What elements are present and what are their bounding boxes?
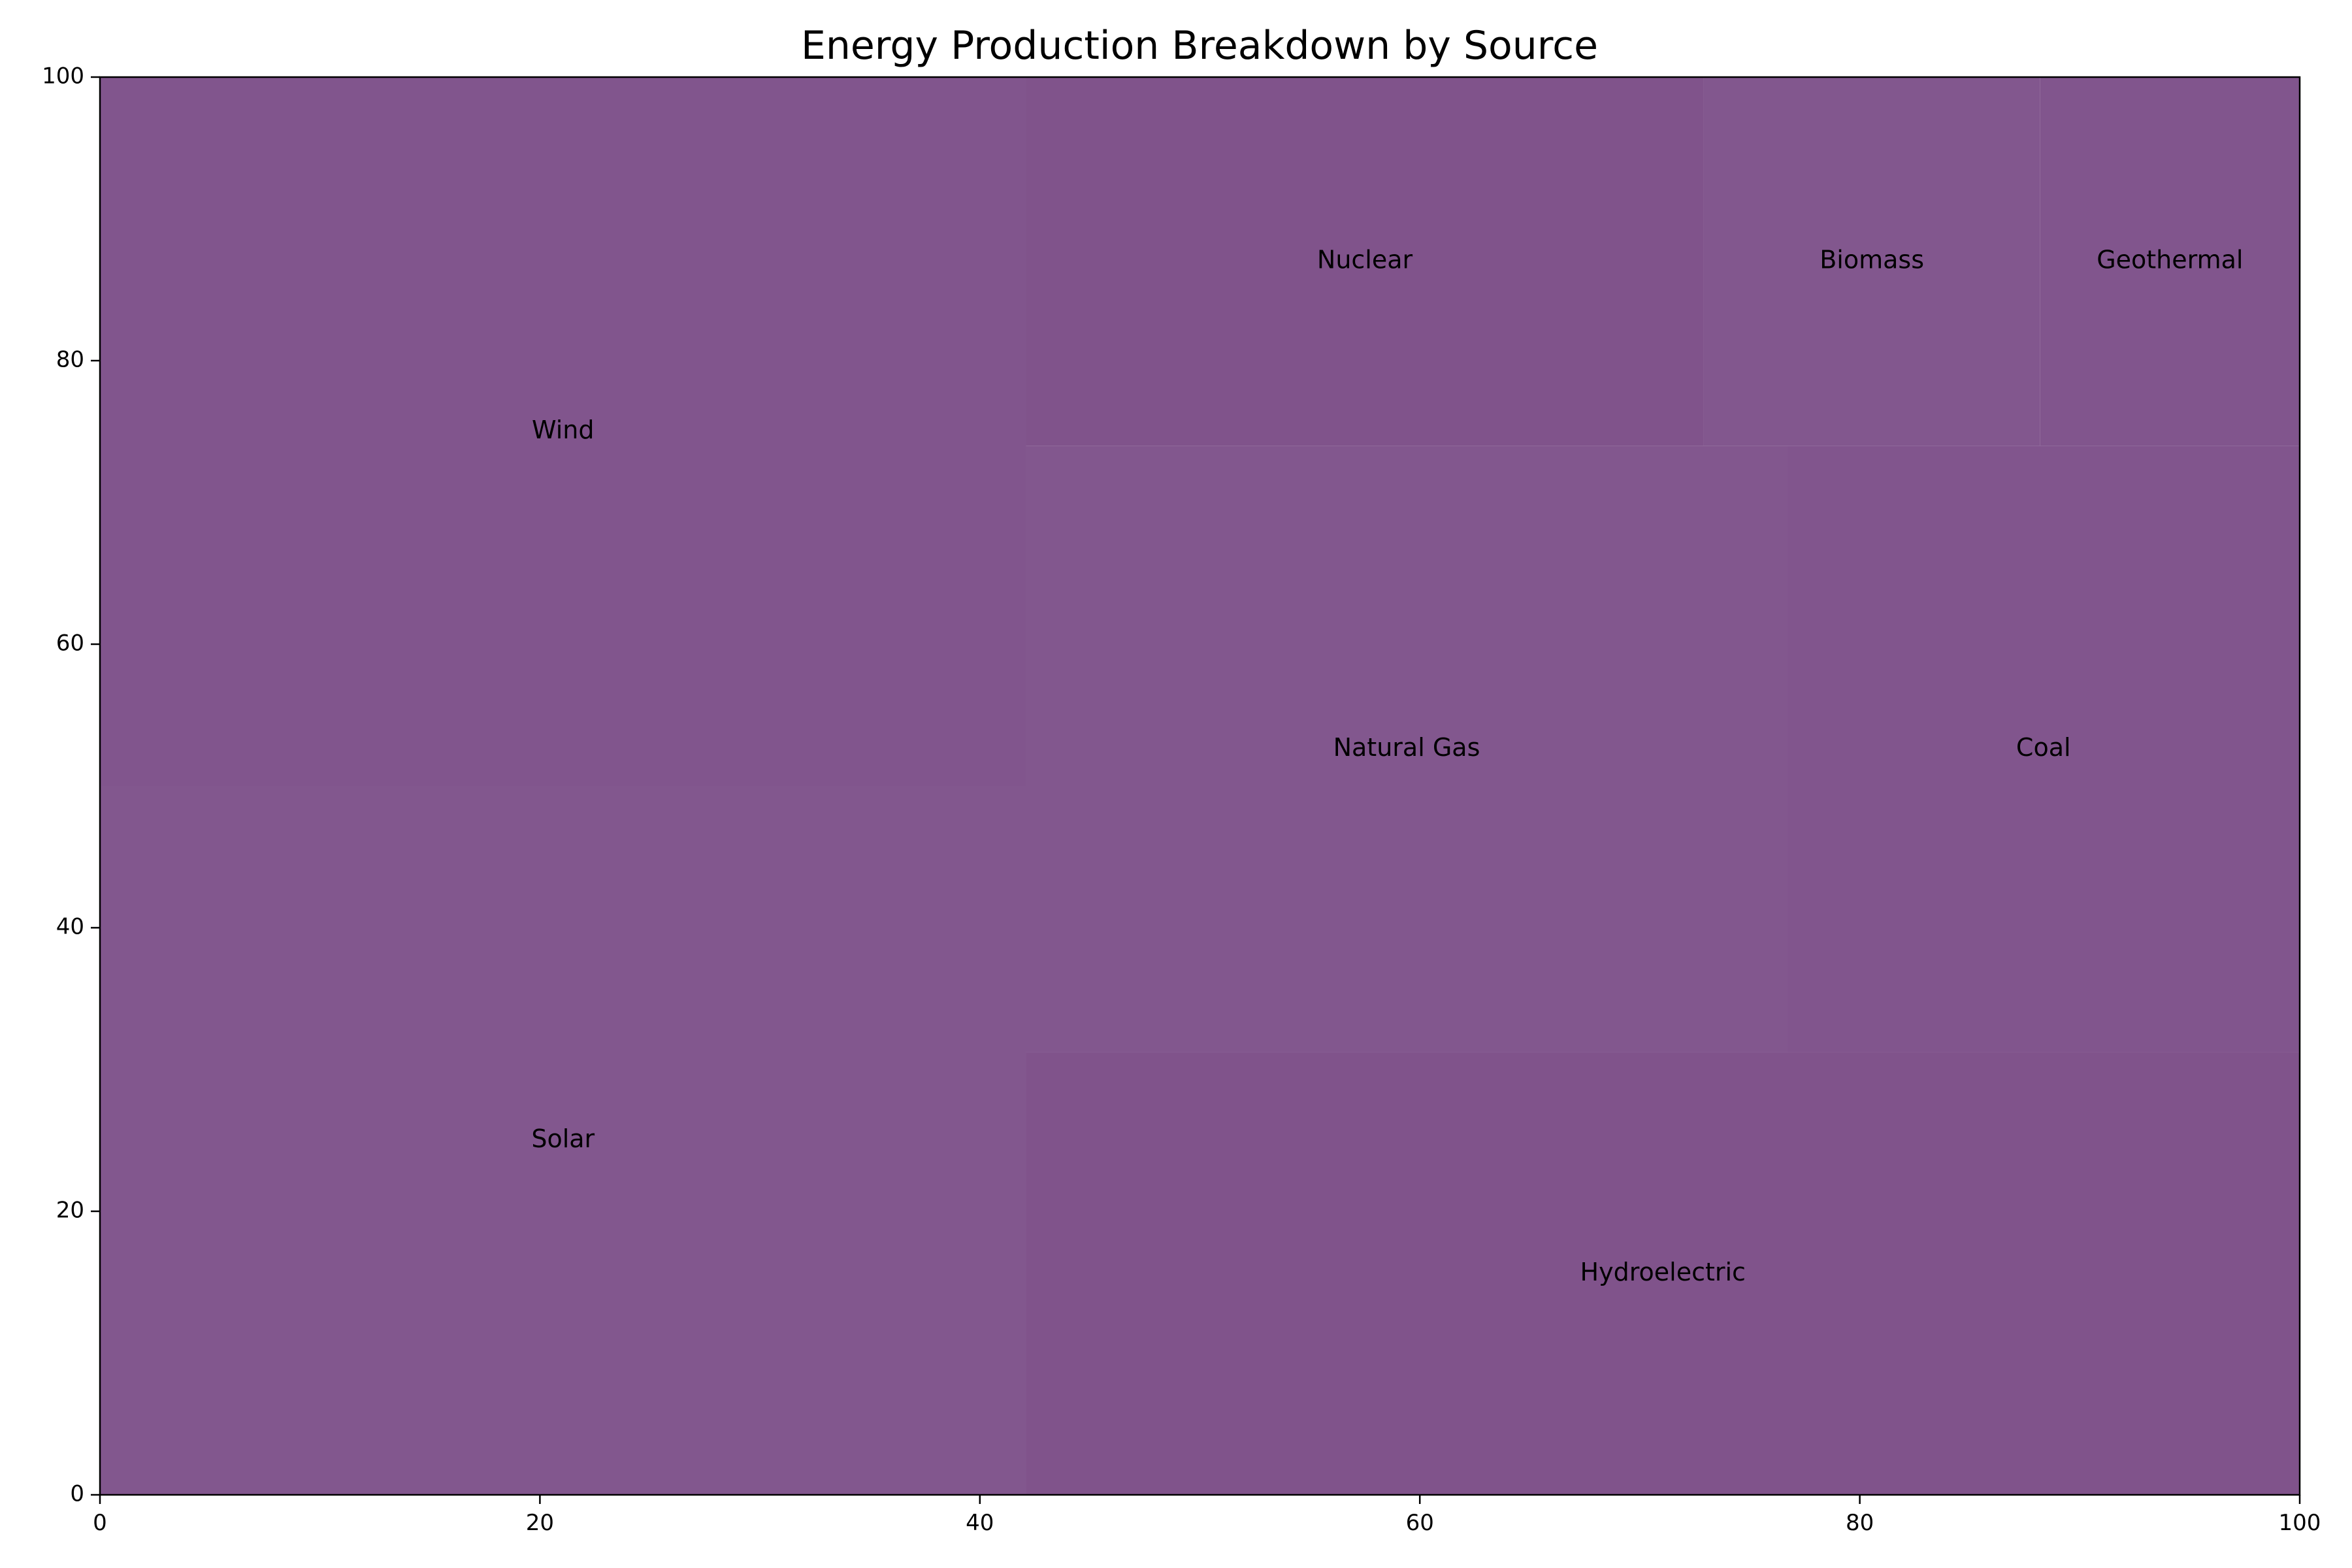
- x-tick-label: 100: [2279, 1510, 2321, 1536]
- treemap-rect-solar: [100, 786, 1026, 1495]
- treemap-rects: [100, 77, 2300, 1495]
- treemap-label-hydroelectric: Hydroelectric: [1580, 1258, 1746, 1286]
- treemap-label-solar: Solar: [531, 1124, 595, 1153]
- treemap-label-geothermal: Geothermal: [2097, 246, 2243, 274]
- x-axis: 0 20 40 60 80 100: [93, 1495, 2321, 1536]
- treemap-rect-natural-gas: [1026, 446, 1788, 1053]
- treemap-label-biomass: Biomass: [1820, 246, 1924, 274]
- treemap-labels: Solar Wind Hydroelectric Natural Gas Coal Nuc…: [531, 246, 2243, 1286]
- x-tick-label: 80: [1846, 1510, 1874, 1536]
- treemap-label-wind: Wind: [532, 416, 595, 444]
- x-tick-label: 20: [526, 1510, 554, 1536]
- treemap-rect-nuclear: [1026, 77, 1704, 446]
- plot-frame: [99, 76, 2301, 1496]
- treemap-rect-hydroelectric: [1026, 1052, 2300, 1495]
- chart-title: Energy Production Breakdown by Source: [801, 23, 1598, 69]
- y-tick-label: 20: [56, 1198, 84, 1224]
- y-tick-label: 0: [70, 1481, 84, 1507]
- treemap-rect-biomass: [1703, 77, 2040, 446]
- y-axis: 0 20 40 60 80 100: [42, 63, 100, 1507]
- treemap-rect-wind: [100, 77, 1026, 786]
- x-tick-label: 0: [93, 1510, 107, 1536]
- y-tick-label: 40: [56, 914, 84, 940]
- y-tick-label: 100: [42, 63, 84, 90]
- treemap-label-coal: Coal: [2016, 733, 2071, 762]
- treemap-label-natural-gas: Natural Gas: [1333, 733, 1480, 762]
- treemap-rect-geothermal: [2040, 77, 2300, 446]
- treemap-rect-coal: [1787, 446, 2300, 1053]
- x-tick-label: 60: [1406, 1510, 1434, 1536]
- y-tick-label: 60: [56, 630, 84, 657]
- treemap-label-nuclear: Nuclear: [1317, 246, 1413, 274]
- y-tick-label: 80: [56, 347, 84, 373]
- x-tick-label: 40: [966, 1510, 994, 1536]
